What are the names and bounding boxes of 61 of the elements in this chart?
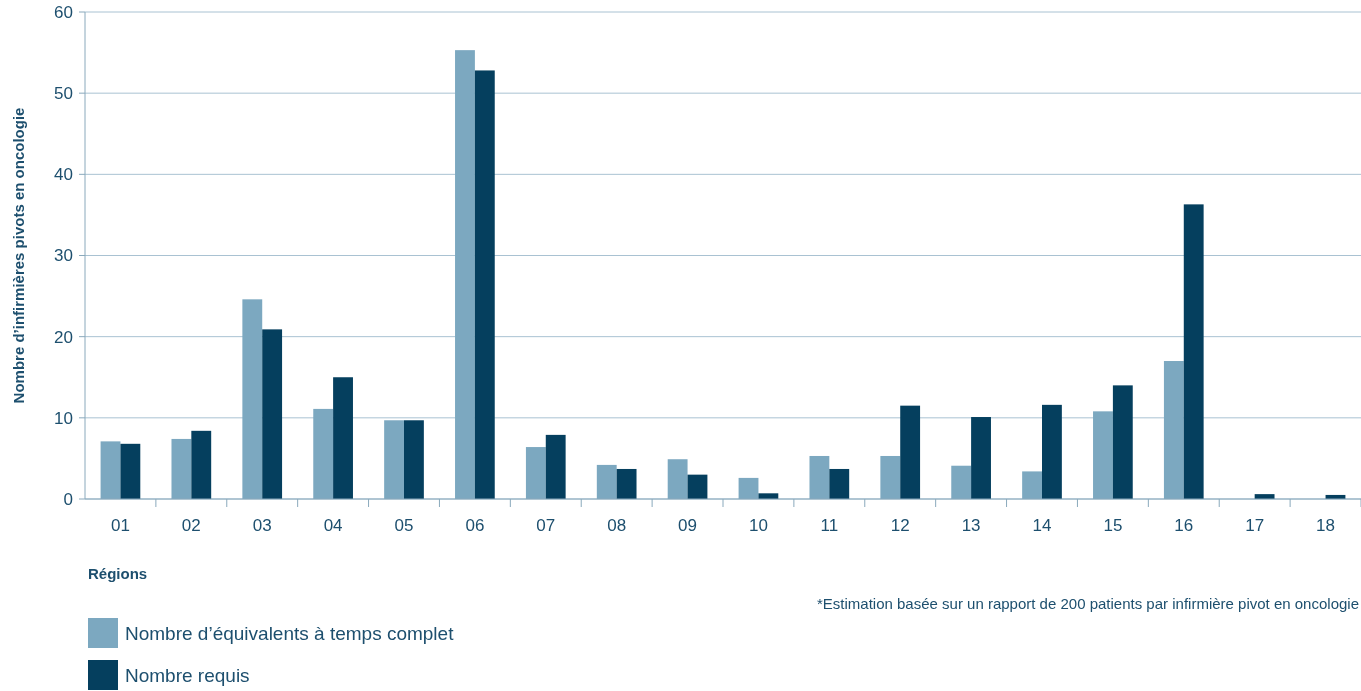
bar [880,455,901,499]
x-tick-label: 04 [323,516,343,535]
bar [262,329,283,499]
bar [971,417,991,499]
bar [384,420,404,499]
bar [525,447,546,499]
x-axis-title: Régions [88,565,148,582]
bar [313,408,334,499]
bar [900,405,921,499]
bar [242,299,263,499]
bar [120,443,141,499]
x-tick-label: 06 [465,516,485,535]
bar [100,441,121,499]
bar [687,474,708,499]
x-tick-label: 02 [181,516,201,535]
x-tick-label: 01 [110,516,130,535]
text: *Estimation basée sur un rapport de 200 patients par infirmière pivot en oncologie [817,595,1359,612]
x-tick-label: 08 [607,516,627,535]
x-tick-label: 17 [1245,516,1265,535]
x-tick-label: 03 [252,516,272,535]
x-tick-label: 07 [536,516,556,535]
x-tick-label: 05 [394,516,414,535]
x-tick-label: 15 [1103,516,1123,535]
bar [474,70,495,499]
bar [1112,385,1133,499]
bar [191,430,212,499]
bar [455,50,475,499]
x-tick-label: 14 [1032,516,1052,535]
x-tick-label: 13 [961,516,981,535]
x-tick-label: 18 [1316,516,1336,535]
x-tick-label: 11 [820,516,839,535]
bar [404,420,424,499]
bar [545,434,566,499]
y-tick-label: 60 [54,2,73,22]
x-tick-label: 09 [678,516,698,535]
y-tick-label: 30 [54,246,73,266]
y-tick-label: 0 [63,489,73,509]
bar [596,464,617,499]
y-tick-label: 10 [54,408,73,428]
bar [1042,404,1062,499]
bar [951,465,972,499]
bar [1093,411,1113,499]
bar [1163,361,1184,499]
bar [829,468,850,499]
y-axis-title: Nombre d’infirmières pivots en oncologie [10,107,27,404]
y-tick-label: 20 [54,327,73,347]
bar [1022,471,1042,499]
x-tick-label: 10 [748,516,768,535]
y-tick-label: 50 [54,84,73,104]
legend-label: Nombre d’équivalents à temps complet [125,623,455,644]
bar [616,468,637,499]
bar [809,455,830,499]
x-tick-label: 16 [1174,516,1194,535]
y-tick-label: 40 [54,165,73,185]
x-tick-label: 12 [890,516,910,535]
legend-label: Nombre requis [125,665,250,686]
bar [738,477,759,499]
bar [333,377,353,499]
bar [667,459,688,499]
bar [171,438,192,499]
bar [1183,204,1204,499]
